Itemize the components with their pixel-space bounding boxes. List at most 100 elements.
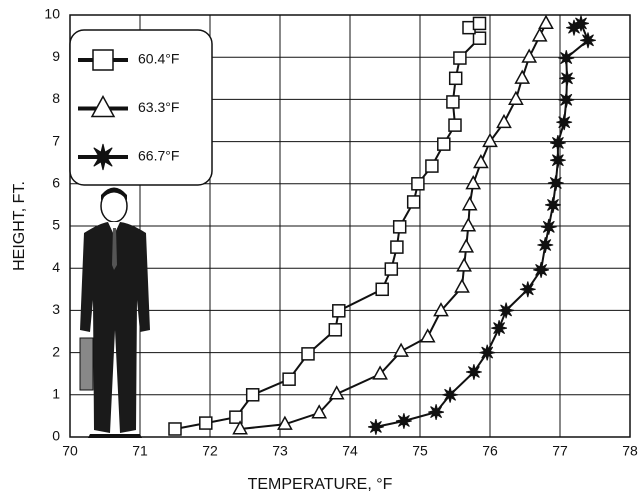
y-tick-label: 5 — [52, 217, 60, 233]
legend: 60.4°F 63.3°F 66.7°F — [69, 29, 213, 186]
marker — [328, 385, 345, 400]
marker — [384, 262, 399, 276]
x-tick-label: 73 — [272, 443, 288, 459]
marker — [332, 304, 346, 318]
y-tick-label: 1 — [52, 386, 60, 402]
marker — [442, 386, 459, 403]
marker — [375, 282, 389, 297]
y-tick-label: 7 — [52, 132, 60, 148]
marker — [448, 118, 462, 132]
marker — [277, 415, 293, 430]
marker — [519, 281, 536, 298]
marker — [479, 344, 496, 361]
x-tick-label: 78 — [622, 443, 638, 459]
marker — [549, 152, 566, 169]
marker — [540, 218, 557, 235]
marker — [558, 50, 575, 66]
x-tick-label: 72 — [202, 443, 218, 459]
y-tick-label: 10 — [44, 6, 60, 22]
marker — [229, 410, 243, 424]
marker — [392, 220, 407, 234]
marker — [465, 364, 482, 380]
marker — [549, 134, 566, 151]
marker — [199, 416, 213, 430]
x-tick-label: 77 — [552, 443, 568, 459]
marker — [559, 70, 575, 87]
legend-label: 60.4°F — [138, 51, 179, 67]
marker — [538, 14, 554, 29]
x-tick-label: 76 — [482, 443, 498, 459]
marker — [547, 175, 564, 191]
marker — [460, 217, 477, 232]
marker — [514, 69, 531, 84]
marker — [393, 342, 409, 357]
marker — [367, 418, 384, 435]
grid — [69, 14, 631, 438]
legend-marker — [89, 143, 117, 171]
legend-label: 66.7°F — [138, 148, 179, 164]
marker — [461, 196, 478, 211]
marker — [537, 237, 554, 253]
marker — [556, 114, 573, 131]
marker — [508, 90, 524, 105]
marker — [282, 372, 296, 386]
x-axis-label: TEMPERATURE, °F — [248, 476, 393, 493]
marker — [311, 404, 328, 419]
marker — [465, 175, 482, 190]
x-tick-label: 75 — [412, 443, 428, 459]
marker — [390, 240, 404, 254]
marker — [437, 137, 451, 151]
marker — [472, 16, 487, 31]
legend-label: 63.3°F — [138, 99, 179, 115]
marker — [482, 132, 498, 148]
marker — [533, 261, 550, 278]
y-tick-label: 8 — [52, 90, 60, 106]
marker — [428, 404, 445, 421]
x-tick-label: 70 — [62, 443, 78, 459]
y-tick-label: 3 — [52, 301, 60, 317]
marker — [168, 422, 182, 436]
series-layer — [168, 14, 596, 436]
marker — [448, 71, 463, 86]
marker — [531, 27, 548, 42]
marker — [328, 323, 343, 337]
y-tick-label: 6 — [52, 175, 60, 191]
businessman-illustration — [79, 187, 150, 438]
plot-frame — [69, 14, 631, 438]
marker — [472, 31, 487, 45]
marker — [558, 91, 575, 108]
marker — [521, 48, 538, 63]
marker — [566, 19, 582, 36]
legend-marker — [92, 49, 114, 71]
marker — [372, 365, 388, 380]
marker — [232, 420, 248, 435]
marker — [446, 95, 460, 109]
y-tick-label: 4 — [52, 259, 60, 275]
x-tick-label: 74 — [342, 443, 358, 459]
series-line — [239, 22, 547, 430]
marker — [425, 159, 439, 173]
y-tick-label: 0 — [52, 428, 60, 444]
legend-marker — [90, 94, 116, 118]
marker — [245, 388, 260, 402]
y-axis-label: HEIGHT, FT. — [11, 181, 28, 271]
marker — [454, 278, 470, 293]
marker — [433, 302, 449, 317]
marker — [301, 347, 315, 361]
marker — [456, 257, 472, 272]
y-tick-label: 9 — [52, 48, 60, 64]
marker — [453, 51, 467, 65]
y-tick-label: 2 — [52, 343, 60, 359]
marker — [491, 320, 508, 337]
x-tick-label: 71 — [132, 443, 148, 459]
marker — [419, 328, 436, 343]
series-line — [375, 21, 590, 428]
marker — [580, 32, 596, 49]
marker — [545, 196, 561, 213]
marker — [498, 302, 515, 319]
marker — [395, 413, 412, 429]
marker — [496, 113, 512, 129]
marker — [473, 153, 489, 169]
marker — [411, 177, 425, 191]
